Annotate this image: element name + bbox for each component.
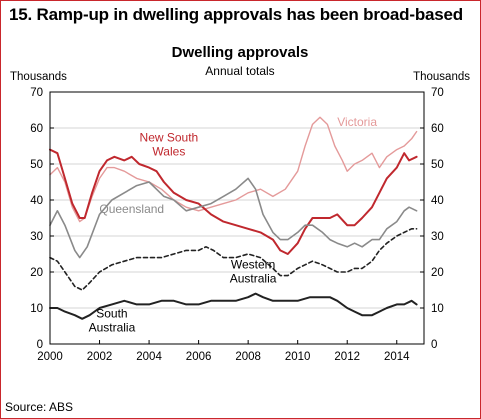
y-tick-label-left: 50	[30, 159, 43, 171]
series-label-line: Wales	[152, 145, 185, 159]
y-tick-label-left: 20	[30, 267, 43, 279]
y-tick-label-left: 40	[30, 195, 43, 207]
series-line-victoria	[49, 116, 418, 223]
y-tick-label-right: 0	[431, 339, 437, 351]
gridlines	[50, 127, 424, 309]
series-label-line: Western	[231, 257, 275, 271]
x-tick-label: 2010	[285, 351, 311, 363]
series-label-queensland: Queensland	[99, 202, 164, 216]
y-tick-label-right: 40	[431, 195, 444, 207]
x-tick-label: 2002	[87, 351, 113, 363]
series-line-western-australia	[49, 228, 418, 291]
x-tick-label: 2008	[235, 351, 261, 363]
source-note: Source: ABS	[5, 400, 74, 414]
series-label-new-south-wales: New South Wales	[140, 131, 199, 159]
series-label-line: South	[96, 307, 127, 321]
y-tick-label-left: 0	[37, 339, 43, 351]
y-ticks-right: 0 10 20 30 40 50 60 70	[420, 87, 444, 351]
series-lines	[49, 116, 418, 320]
series-label-line: Queensland	[99, 202, 164, 216]
chart-subtitle: Annual totals	[205, 64, 274, 78]
series-label-south-australia: South Australia	[89, 307, 136, 335]
y-tick-label-left: 70	[30, 87, 43, 99]
y-axis-label-right: Thousands	[413, 71, 470, 83]
series-line-south-australia	[49, 292, 418, 320]
figure-title: 15. Ramp-up in dwelling approvals has be…	[9, 5, 463, 24]
series-label-victoria: Victoria	[337, 115, 377, 129]
y-tick-label-right: 50	[431, 159, 444, 171]
y-tick-label-left: 60	[30, 123, 43, 135]
x-tick-label: 2012	[334, 351, 360, 363]
x-tick-label: 2014	[384, 351, 410, 363]
series-label-line: New South	[140, 131, 199, 145]
series-line-new-south-wales	[49, 148, 418, 255]
x-tick-label: 2000	[37, 351, 63, 363]
x-tick-label: 2006	[186, 351, 212, 363]
y-tick-label-right: 30	[431, 231, 444, 243]
y-tick-label-right: 10	[431, 303, 444, 315]
series-line-queensland	[49, 177, 418, 259]
series-label-line: Australia	[89, 321, 136, 335]
series-label-western-australia: Western Australia	[230, 257, 277, 285]
y-tick-label-right: 70	[431, 87, 444, 99]
y-tick-label-right: 60	[431, 123, 444, 135]
plot-border	[49, 91, 425, 345]
series-label-line: Australia	[230, 271, 277, 285]
y-axis-label-left: Thousands	[10, 71, 67, 83]
y-tick-label-right: 20	[431, 267, 444, 279]
y-tick-label-left: 30	[30, 231, 43, 243]
x-ticks: 2000 2002 2004 2006 2008 2010 2012 2014	[37, 340, 410, 363]
series-label-line: Victoria	[337, 115, 377, 129]
y-tick-label-left: 10	[30, 303, 43, 315]
chart-title: Dwelling approvals	[172, 44, 309, 61]
x-tick-label: 2004	[136, 351, 162, 363]
